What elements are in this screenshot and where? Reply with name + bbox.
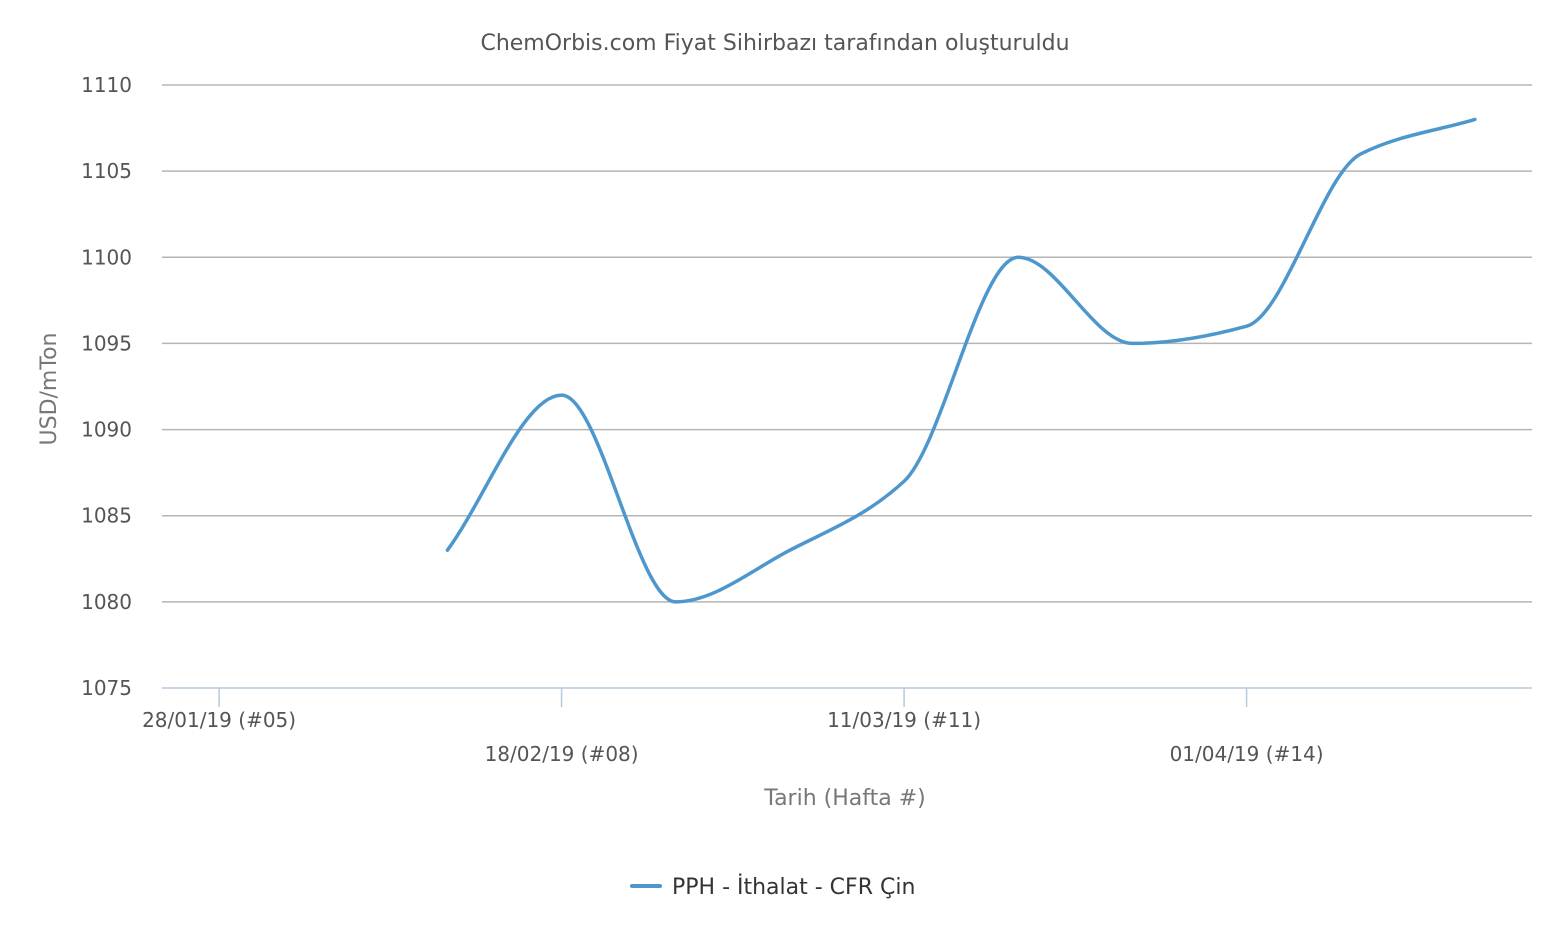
y-tick-label: 1085 xyxy=(81,504,132,528)
y-axis-ticks: 1075 1080 1085 1090 1095 1100 1105 1110 xyxy=(81,73,132,700)
y-tick-label: 1105 xyxy=(81,159,132,183)
y-tick-label: 1075 xyxy=(81,676,132,700)
x-axis-title: Tarih (Hafta #) xyxy=(763,786,925,811)
y-tick-label: 1100 xyxy=(81,245,132,269)
x-axis-ticks: 28/01/19 (#05) 18/02/19 (#08) 11/03/19 (#1… xyxy=(142,688,1324,766)
y-tick-label: 1090 xyxy=(81,418,132,442)
x-tick-label: 18/02/19 (#08) xyxy=(485,742,639,766)
legend-label: PPH - İthalat - CFR Çin xyxy=(672,874,915,900)
legend[interactable]: PPH - İthalat - CFR Çin xyxy=(630,874,915,900)
y-tick-label: 1095 xyxy=(81,331,132,355)
chart-title: ChemOrbis.com Fiyat Sihirbazı tarafından… xyxy=(480,31,1069,56)
y-axis-title: USD/mTon xyxy=(37,333,62,446)
y-tick-label: 1110 xyxy=(81,73,132,97)
gridlines xyxy=(162,84,1532,603)
series-line[interactable] xyxy=(445,117,1477,604)
x-tick-label: 28/01/19 (#05) xyxy=(142,708,296,732)
x-tick-label: 11/03/19 (#11) xyxy=(827,708,981,732)
x-tick-label: 01/04/19 (#14) xyxy=(1170,742,1324,766)
y-tick-label: 1080 xyxy=(81,590,132,614)
